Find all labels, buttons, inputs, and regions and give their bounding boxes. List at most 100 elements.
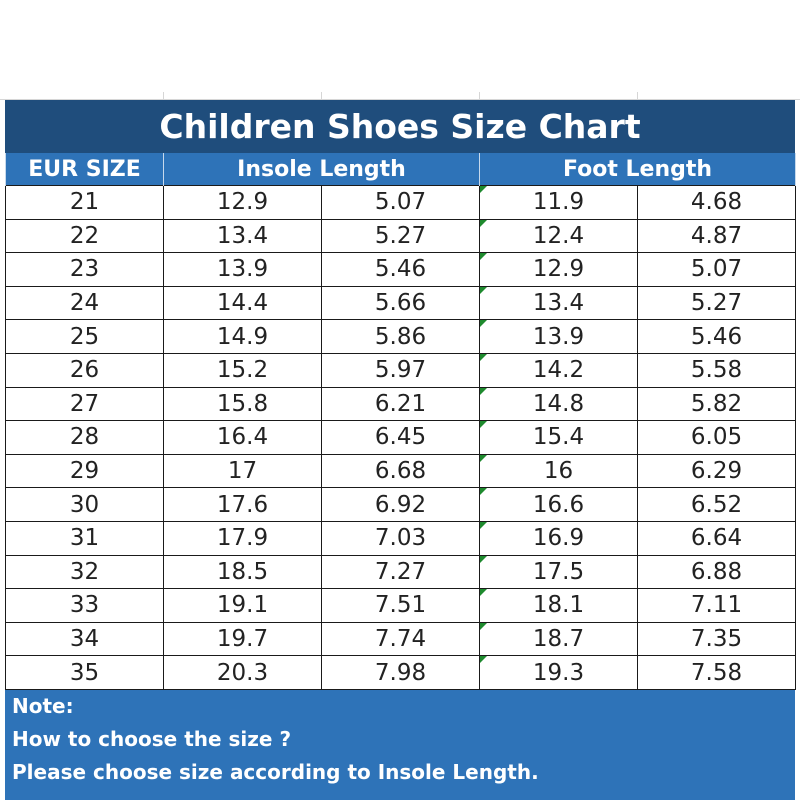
foot-cm-cell: 14.2 bbox=[479, 352, 638, 388]
note-section: Note: How to choose the size ? Please ch… bbox=[5, 694, 795, 800]
foot-cm-cell: 11.9 bbox=[479, 185, 638, 220]
insole-cm-cell: 17 bbox=[163, 453, 322, 489]
foot-in-cell: 6.05 bbox=[636, 420, 797, 455]
foot-cm-cell: 14.8 bbox=[479, 386, 638, 422]
foot-cm-cell: 13.4 bbox=[479, 285, 638, 321]
header-foot-length: Foot Length bbox=[478, 153, 797, 186]
eur-size-cell: 35 bbox=[5, 655, 164, 690]
table-row: 27 15.8 6.21 14.8 5.82 bbox=[5, 386, 797, 422]
insole-in-cell: 7.51 bbox=[321, 588, 480, 623]
table-row: 28 16.4 6.45 15.4 6.05 bbox=[5, 420, 797, 455]
size-chart: Children Shoes Size Chart EUR SIZE Insol… bbox=[5, 100, 797, 800]
foot-cm-cell: 16.9 bbox=[479, 520, 638, 556]
insole-in-cell: 6.21 bbox=[321, 386, 480, 422]
eur-size-cell: 21 bbox=[5, 185, 164, 220]
table-body: 21 12.9 5.07 11.9 4.68 22 13.4 5.27 12.4 4.87 23 13… bbox=[5, 185, 797, 690]
foot-in-cell: 5.46 bbox=[636, 319, 797, 354]
foot-cm-cell: 15.4 bbox=[479, 420, 638, 455]
insole-in-cell: 7.98 bbox=[321, 655, 480, 690]
table-row: 25 14.9 5.86 13.9 5.46 bbox=[5, 319, 797, 354]
foot-cm-cell: 18.7 bbox=[479, 621, 638, 657]
table-row: 30 17.6 6.92 16.6 6.52 bbox=[5, 487, 797, 522]
eur-size-cell: 29 bbox=[5, 453, 164, 489]
table-row: 32 18.5 7.27 17.5 6.88 bbox=[5, 554, 797, 590]
eur-size-cell: 23 bbox=[5, 252, 164, 287]
insole-in-cell: 5.07 bbox=[321, 185, 480, 220]
foot-cm-cell: 19.3 bbox=[479, 655, 638, 690]
header-row: EUR SIZE Insole Length Foot Length bbox=[5, 153, 797, 186]
table-row: 24 14.4 5.66 13.4 5.27 bbox=[5, 285, 797, 321]
note-instruction: Please choose size according to Insole L… bbox=[12, 760, 539, 784]
foot-in-cell: 6.29 bbox=[636, 453, 797, 489]
foot-cm-cell: 12.4 bbox=[479, 218, 638, 254]
insole-in-cell: 6.68 bbox=[321, 453, 480, 489]
table-row: 33 19.1 7.51 18.1 7.11 bbox=[5, 588, 797, 623]
eur-size-cell: 32 bbox=[5, 554, 164, 590]
insole-in-cell: 5.46 bbox=[321, 252, 480, 287]
eur-size-cell: 26 bbox=[5, 352, 164, 388]
foot-in-cell: 4.68 bbox=[636, 185, 797, 220]
table-row: 35 20.3 7.98 19.3 7.58 bbox=[5, 655, 797, 690]
insole-in-cell: 5.86 bbox=[321, 319, 480, 354]
eur-size-cell: 22 bbox=[5, 218, 164, 254]
size-table: EUR SIZE Insole Length Foot Length 21 12.… bbox=[5, 153, 797, 690]
insole-in-cell: 6.45 bbox=[321, 420, 480, 455]
foot-in-cell: 6.88 bbox=[636, 554, 797, 590]
foot-in-cell: 4.87 bbox=[636, 218, 797, 254]
insole-cm-cell: 13.4 bbox=[163, 218, 322, 254]
foot-in-cell: 5.27 bbox=[636, 285, 797, 321]
foot-cm-cell: 17.5 bbox=[479, 554, 638, 590]
note-question: How to choose the size ? bbox=[12, 727, 292, 751]
table-row: 29 17 6.68 16 6.29 bbox=[5, 453, 797, 489]
foot-in-cell: 6.52 bbox=[636, 487, 797, 522]
insole-cm-cell: 19.7 bbox=[163, 621, 322, 657]
eur-size-cell: 30 bbox=[5, 487, 164, 522]
insole-in-cell: 5.27 bbox=[321, 218, 480, 254]
insole-cm-cell: 16.4 bbox=[163, 420, 322, 455]
table-row: 31 17.9 7.03 16.9 6.64 bbox=[5, 520, 797, 556]
table-row: 22 13.4 5.27 12.4 4.87 bbox=[5, 218, 797, 254]
insole-cm-cell: 17.6 bbox=[163, 487, 322, 522]
foot-in-cell: 5.82 bbox=[636, 386, 797, 422]
table-row: 26 15.2 5.97 14.2 5.58 bbox=[5, 352, 797, 388]
insole-in-cell: 6.92 bbox=[321, 487, 480, 522]
eur-size-cell: 28 bbox=[5, 420, 164, 455]
header-insole-length: Insole Length bbox=[163, 153, 480, 186]
foot-in-cell: 5.07 bbox=[636, 252, 797, 287]
eur-size-cell: 27 bbox=[5, 386, 164, 422]
eur-size-cell: 25 bbox=[5, 319, 164, 354]
insole-cm-cell: 14.9 bbox=[163, 319, 322, 354]
foot-in-cell: 6.64 bbox=[636, 520, 797, 556]
insole-in-cell: 7.74 bbox=[321, 621, 480, 657]
insole-cm-cell: 12.9 bbox=[163, 185, 322, 220]
eur-size-cell: 24 bbox=[5, 285, 164, 321]
table-row: 21 12.9 5.07 11.9 4.68 bbox=[5, 185, 797, 220]
insole-in-cell: 5.66 bbox=[321, 285, 480, 321]
foot-in-cell: 7.35 bbox=[636, 621, 797, 657]
insole-in-cell: 7.27 bbox=[321, 554, 480, 590]
table-row: 23 13.9 5.46 12.9 5.07 bbox=[5, 252, 797, 287]
foot-in-cell: 7.11 bbox=[636, 588, 797, 623]
insole-in-cell: 7.03 bbox=[321, 520, 480, 556]
table-row: 34 19.7 7.74 18.7 7.35 bbox=[5, 621, 797, 657]
insole-cm-cell: 14.4 bbox=[163, 285, 322, 321]
insole-cm-cell: 13.9 bbox=[163, 252, 322, 287]
spreadsheet-gridline bbox=[0, 92, 800, 100]
insole-cm-cell: 19.1 bbox=[163, 588, 322, 623]
insole-cm-cell: 15.8 bbox=[163, 386, 322, 422]
foot-cm-cell: 12.9 bbox=[479, 252, 638, 287]
insole-cm-cell: 18.5 bbox=[163, 554, 322, 590]
note-label: Note: bbox=[12, 694, 74, 718]
foot-cm-cell: 13.9 bbox=[479, 319, 638, 354]
foot-in-cell: 5.58 bbox=[636, 352, 797, 388]
eur-size-cell: 34 bbox=[5, 621, 164, 657]
foot-cm-cell: 16 bbox=[479, 453, 638, 489]
eur-size-cell: 31 bbox=[5, 520, 164, 556]
eur-size-cell: 33 bbox=[5, 588, 164, 623]
insole-cm-cell: 20.3 bbox=[163, 655, 322, 690]
foot-cm-cell: 16.6 bbox=[479, 487, 638, 522]
foot-in-cell: 7.58 bbox=[636, 655, 797, 690]
insole-cm-cell: 15.2 bbox=[163, 352, 322, 388]
header-eur-size: EUR SIZE bbox=[5, 153, 164, 186]
insole-in-cell: 5.97 bbox=[321, 352, 480, 388]
